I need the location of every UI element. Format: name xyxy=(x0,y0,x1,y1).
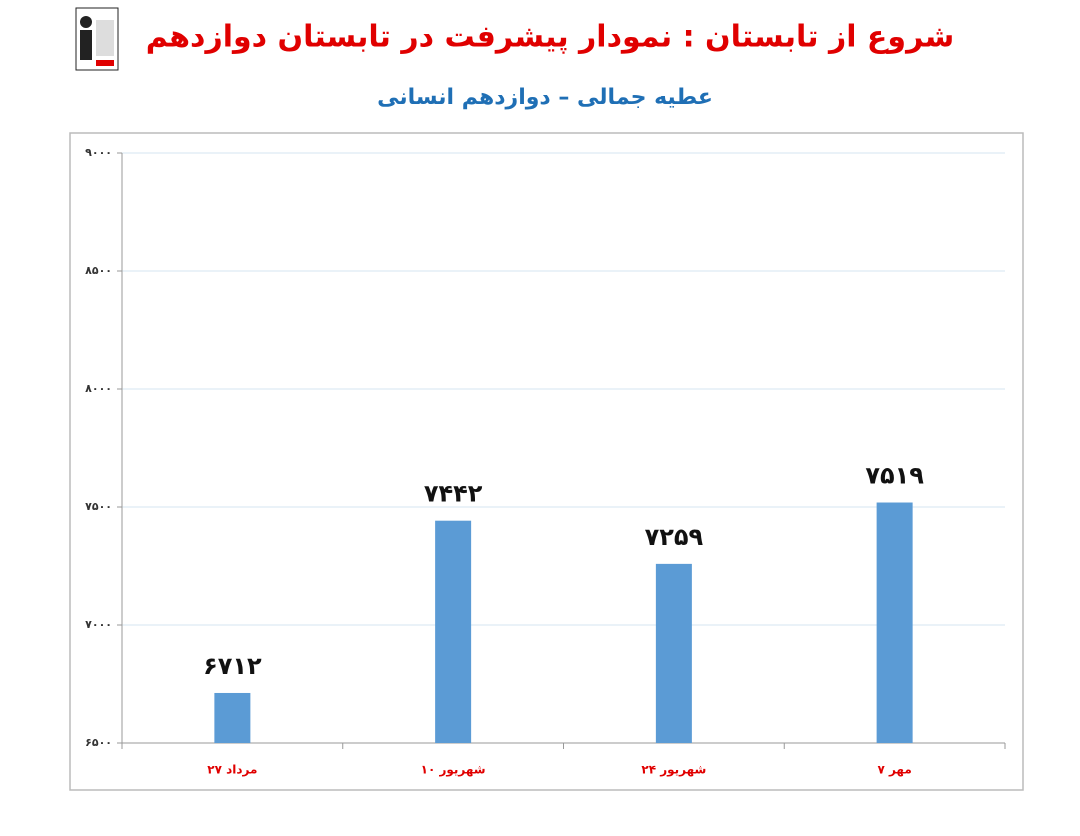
bar xyxy=(655,563,692,743)
bar xyxy=(435,520,472,743)
x-tick-label: ۲۴ شهریور xyxy=(641,763,706,778)
bar xyxy=(876,502,913,743)
y-tick-label: ۶۵۰۰ xyxy=(85,736,112,749)
x-tick-label: ۷ مهر xyxy=(877,763,911,777)
chart-subtitle: عطیه جمالی – دوازدهم انسانی xyxy=(377,85,713,110)
y-tick-label: ۸۰۰۰ xyxy=(85,382,112,395)
y-tick-label: ۸۵۰۰ xyxy=(85,264,112,277)
x-tick-label: ۱۰ شهریور xyxy=(421,763,486,778)
value-label: ۷۵۱۹ xyxy=(865,462,924,490)
y-tick-label: ۹۰۰۰ xyxy=(85,146,112,159)
x-tick-label: ۲۷ مرداد xyxy=(207,763,257,777)
chart-frame xyxy=(69,132,1024,791)
logo xyxy=(75,7,119,71)
value-label: ۷۲۵۹ xyxy=(645,523,704,551)
chart-title: شروع از تابستان : نمودار پیشرفت در تابست… xyxy=(146,20,955,55)
value-label: ۷۴۴۲ xyxy=(424,480,483,508)
bar xyxy=(214,692,251,743)
y-tick-label: ۷۰۰۰ xyxy=(85,618,112,631)
value-label: ۶۷۱۲ xyxy=(203,652,262,680)
y-tick-label: ۷۵۰۰ xyxy=(85,500,112,513)
